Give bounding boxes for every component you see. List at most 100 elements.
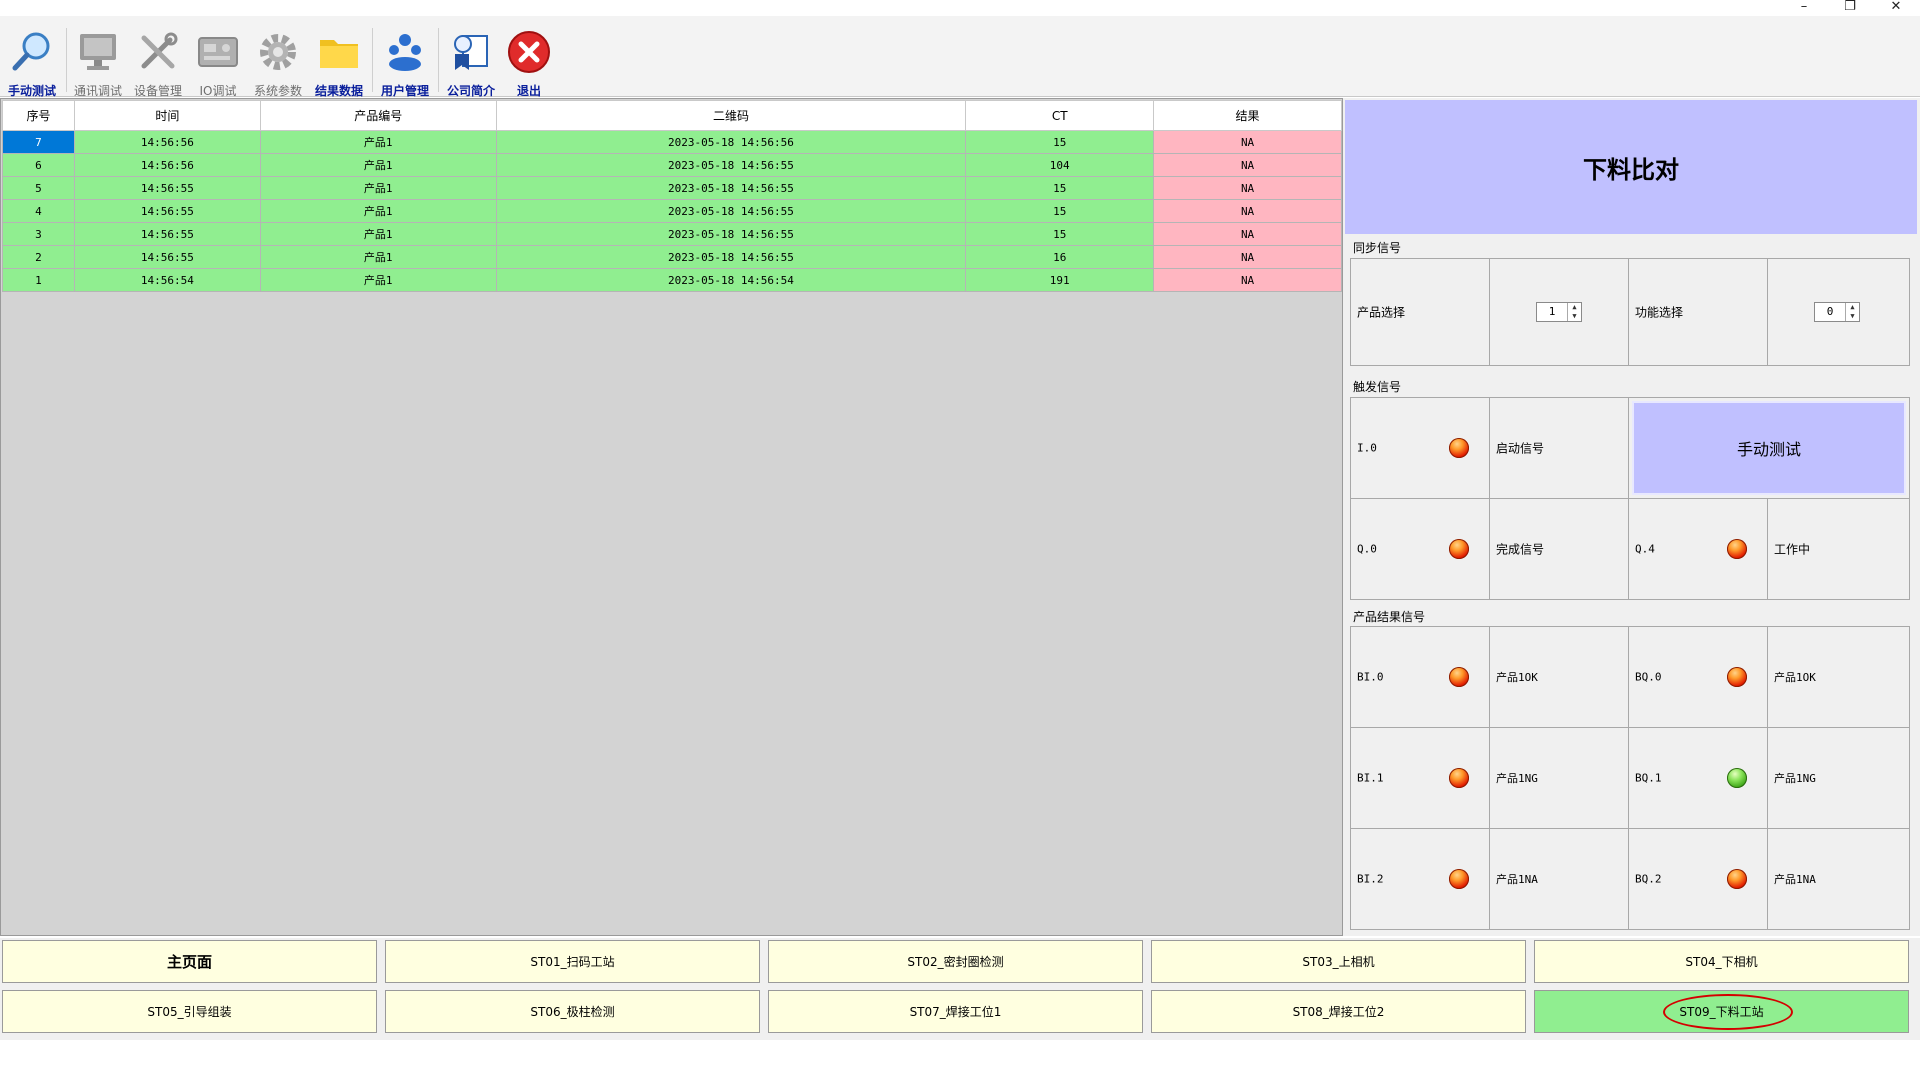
cell-index[interactable]: 6 — [2, 153, 75, 177]
nav-st08-button[interactable]: ST08_焊接工位2 — [1151, 990, 1526, 1033]
users-icon — [389, 34, 421, 71]
nav-st07-button[interactable]: ST07_焊接工位1 — [768, 990, 1143, 1033]
cell-index[interactable]: 2 — [2, 245, 75, 269]
table-row[interactable]: 4 14:56:55 产品1 2023-05-18 14:56:55 15 NA — [2, 199, 1342, 223]
nav-st02-button[interactable]: ST02_密封圈检测 — [768, 940, 1143, 983]
stepper-down-icon[interactable]: ▼ — [1567, 312, 1581, 321]
cell-qrcode[interactable]: 2023-05-18 14:56:54 — [495, 268, 967, 292]
column-header[interactable]: 序号 — [2, 100, 75, 131]
table-row[interactable]: 5 14:56:55 产品1 2023-05-18 14:56:55 15 NA — [2, 176, 1342, 200]
nav-st03-button[interactable]: ST03_上相机 — [1151, 940, 1526, 983]
column-header[interactable]: CT — [965, 100, 1155, 131]
toolbar-company-info-button[interactable]: 公司简介 — [442, 26, 500, 98]
nav-home-button[interactable]: 主页面 — [2, 940, 377, 983]
cell-index[interactable]: 3 — [2, 222, 75, 246]
magnifier-icon — [12, 32, 50, 71]
cell-ct[interactable]: 15 — [965, 130, 1155, 154]
nav-st05-button[interactable]: ST05_引导组装 — [2, 990, 377, 1033]
toolbar-device-mgmt-button[interactable]: 设备管理 — [130, 26, 186, 98]
nav-st06-button[interactable]: ST06_极柱检测 — [385, 990, 760, 1033]
toolbar-separator — [438, 28, 439, 92]
i0-label: I.0 — [1357, 441, 1377, 455]
cell-result[interactable]: NA — [1153, 245, 1342, 269]
cell-ct[interactable]: 15 — [965, 199, 1155, 223]
cell-product[interactable]: 产品1 — [259, 268, 497, 292]
product-select-stepper[interactable]: 1 ▲ ▼ — [1536, 302, 1582, 322]
table-row[interactable]: 2 14:56:55 产品1 2023-05-18 14:56:55 16 NA — [2, 245, 1342, 269]
cell-result[interactable]: NA — [1153, 130, 1342, 154]
cell-qrcode[interactable]: 2023-05-18 14:56:56 — [495, 130, 967, 154]
cell-result[interactable]: NA — [1153, 176, 1342, 200]
nav-st01-button[interactable]: ST01_扫码工站 — [385, 940, 760, 983]
column-header[interactable]: 结果 — [1153, 100, 1342, 131]
stepper-down-icon[interactable]: ▼ — [1845, 312, 1859, 321]
station-nav: 主页面 ST01_扫码工站 ST02_密封圈检测 ST03_上相机 ST04_下… — [0, 938, 1920, 1040]
cell-result[interactable]: NA — [1153, 199, 1342, 223]
cell-index[interactable]: 1 — [2, 268, 75, 292]
cell-qrcode[interactable]: 2023-05-18 14:56:55 — [495, 176, 967, 200]
cell-ct[interactable]: 104 — [965, 153, 1155, 177]
cell-result[interactable]: NA — [1153, 222, 1342, 246]
cell-ct[interactable]: 15 — [965, 176, 1155, 200]
toolbar-comm-debug-button[interactable]: 通讯调试 — [70, 26, 126, 98]
cell-qrcode[interactable]: 2023-05-18 14:56:55 — [495, 222, 967, 246]
toolbar-exit-button[interactable]: 退出 — [504, 26, 554, 98]
cell-product[interactable]: 产品1 — [259, 153, 497, 177]
column-header[interactable]: 时间 — [73, 100, 261, 131]
cell-result[interactable]: NA — [1153, 268, 1342, 292]
cell-ct[interactable]: 191 — [965, 268, 1155, 292]
table-row[interactable]: 1 14:56:54 产品1 2023-05-18 14:56:54 191 N… — [2, 268, 1342, 292]
cell-time[interactable]: 14:56:56 — [73, 153, 261, 177]
cell-index[interactable]: 4 — [2, 199, 75, 223]
cell-time[interactable]: 14:56:55 — [73, 199, 261, 223]
cell-time[interactable]: 14:56:54 — [73, 268, 261, 292]
bq1-text-cell: 产品1NG — [1767, 727, 1910, 829]
cell-ct[interactable]: 16 — [965, 245, 1155, 269]
cell-time[interactable]: 14:56:55 — [73, 222, 261, 246]
toolbar-io-debug-button[interactable]: IO调试 — [192, 26, 244, 98]
restore-button[interactable]: ❐ — [1844, 0, 1856, 14]
cell-product[interactable]: 产品1 — [259, 130, 497, 154]
cell-index[interactable]: 7 — [2, 130, 75, 154]
nav-st04-button[interactable]: ST04_下相机 — [1534, 940, 1909, 983]
column-header[interactable]: 二维码 — [495, 100, 967, 131]
bq1-label: BQ.1 — [1635, 771, 1662, 785]
stepper-up-icon[interactable]: ▲ — [1845, 303, 1859, 312]
result-data-grid[interactable]: 序号 时间 产品编号 二维码 CT 结果 7 14:56:56 产品1 2023… — [0, 98, 1343, 936]
cell-qrcode[interactable]: 2023-05-18 14:56:55 — [495, 153, 967, 177]
cell-product[interactable]: 产品1 — [259, 222, 497, 246]
function-select-stepper[interactable]: 0 ▲ ▼ — [1814, 302, 1860, 322]
computer-icon — [80, 34, 116, 70]
toolbar-sys-params-button[interactable]: 系统参数 — [250, 26, 306, 98]
q4-label: Q.4 — [1635, 542, 1655, 556]
bq0-indicator-icon — [1727, 667, 1747, 687]
close-window-button[interactable]: ✕ — [1890, 0, 1902, 14]
cell-product[interactable]: 产品1 — [259, 176, 497, 200]
toolbar-label: IO调试 — [199, 84, 237, 98]
table-row[interactable]: 3 14:56:55 产品1 2023-05-18 14:56:55 15 NA — [2, 222, 1342, 246]
toolbar-user-mgmt-button[interactable]: 用户管理 — [376, 26, 434, 98]
cell-time[interactable]: 14:56:55 — [73, 176, 261, 200]
cell-ct[interactable]: 15 — [965, 222, 1155, 246]
cell-index[interactable]: 5 — [2, 176, 75, 200]
nav-st09-button[interactable]: ST09_下料工站 — [1534, 990, 1909, 1033]
cell-time[interactable]: 14:56:55 — [73, 245, 261, 269]
table-row[interactable]: 7 14:56:56 产品1 2023-05-18 14:56:56 15 NA — [2, 130, 1342, 154]
exit-icon — [508, 31, 550, 73]
cell-qrcode[interactable]: 2023-05-18 14:56:55 — [495, 245, 967, 269]
stepper-up-icon[interactable]: ▲ — [1567, 303, 1581, 312]
manual-test-button[interactable]: 手动测试 — [1632, 401, 1906, 495]
cell-qrcode[interactable]: 2023-05-18 14:56:55 — [495, 199, 967, 223]
toolbar-result-data-button[interactable]: 结果数据 — [310, 26, 368, 98]
cell-result[interactable]: NA — [1153, 153, 1342, 177]
column-header[interactable]: 产品编号 — [259, 100, 497, 131]
q0-label: Q.0 — [1357, 542, 1377, 556]
table-row[interactable]: 6 14:56:56 产品1 2023-05-18 14:56:55 104 N… — [2, 153, 1342, 177]
minimize-button[interactable]: – — [1800, 0, 1808, 14]
cell-product[interactable]: 产品1 — [259, 245, 497, 269]
toolbar-separator — [372, 28, 373, 92]
cell-time[interactable]: 14:56:56 — [73, 130, 261, 154]
toolbar-manual-test-button[interactable]: 手动测试 — [2, 26, 62, 98]
bi2-label: BI.2 — [1357, 872, 1384, 886]
cell-product[interactable]: 产品1 — [259, 199, 497, 223]
